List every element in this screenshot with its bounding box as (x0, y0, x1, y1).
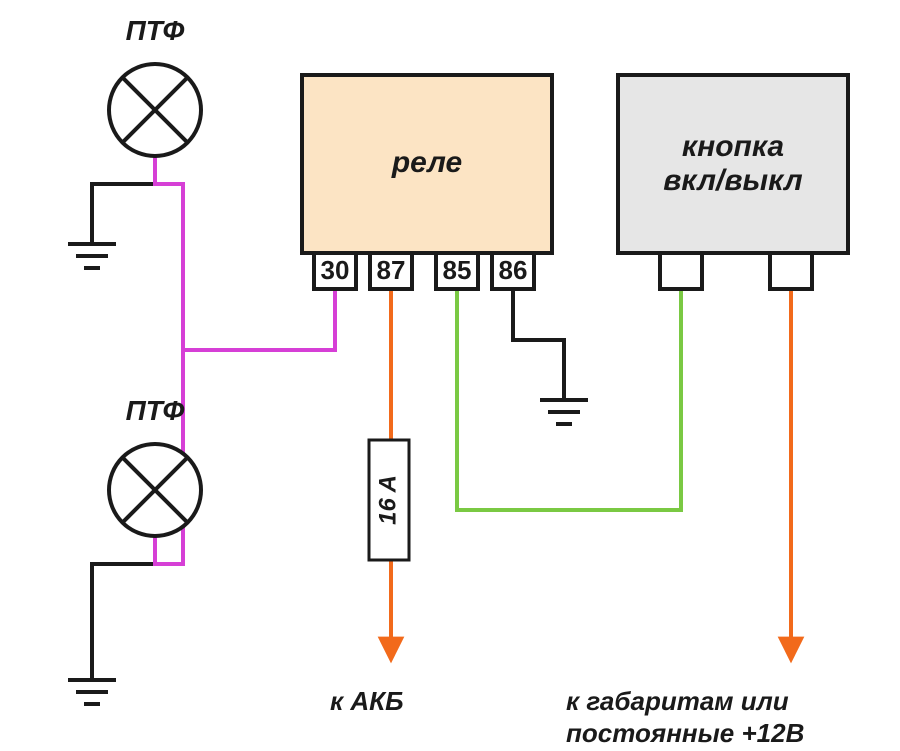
relay-box: реле 30 87 85 86 (302, 75, 552, 289)
relay-pin-label: 87 (377, 255, 406, 285)
button-label-1: кнопка (682, 130, 784, 163)
wire-lamp1-ground (92, 156, 155, 204)
relay-pin-label: 30 (321, 255, 350, 285)
dest-gab-2: постоянные +12В (566, 718, 804, 748)
relay-label: реле (391, 146, 462, 179)
fuse: 16 A (369, 440, 409, 560)
button-port (770, 253, 812, 289)
ground-symbol (68, 590, 116, 704)
lamp-label: ПТФ (126, 15, 185, 46)
dest-gab-1: к габаритам или (566, 686, 789, 716)
button-label-2: вкл/выкл (663, 164, 803, 197)
wiring-diagram: ПТФ ПТФ реле 30 87 85 86 кнопкавкл/выкл 16 A к АК… (0, 0, 900, 751)
wire-lamp2-ground (92, 536, 155, 590)
lamp-ptf: ПТФ (109, 395, 201, 536)
wire-pin86-ground (513, 289, 564, 366)
ground-symbol (540, 366, 588, 424)
lamp-label: ПТФ (126, 395, 185, 426)
dest-akb: к АКБ (330, 686, 404, 716)
ground-symbol (68, 204, 116, 268)
relay-pin-label: 86 (499, 255, 528, 285)
fuse-label: 16 A (374, 475, 401, 525)
button-port (660, 253, 702, 289)
relay-pin-label: 85 (443, 255, 472, 285)
lamp-ptf: ПТФ (109, 15, 201, 156)
button-box: кнопкавкл/выкл (618, 75, 848, 289)
